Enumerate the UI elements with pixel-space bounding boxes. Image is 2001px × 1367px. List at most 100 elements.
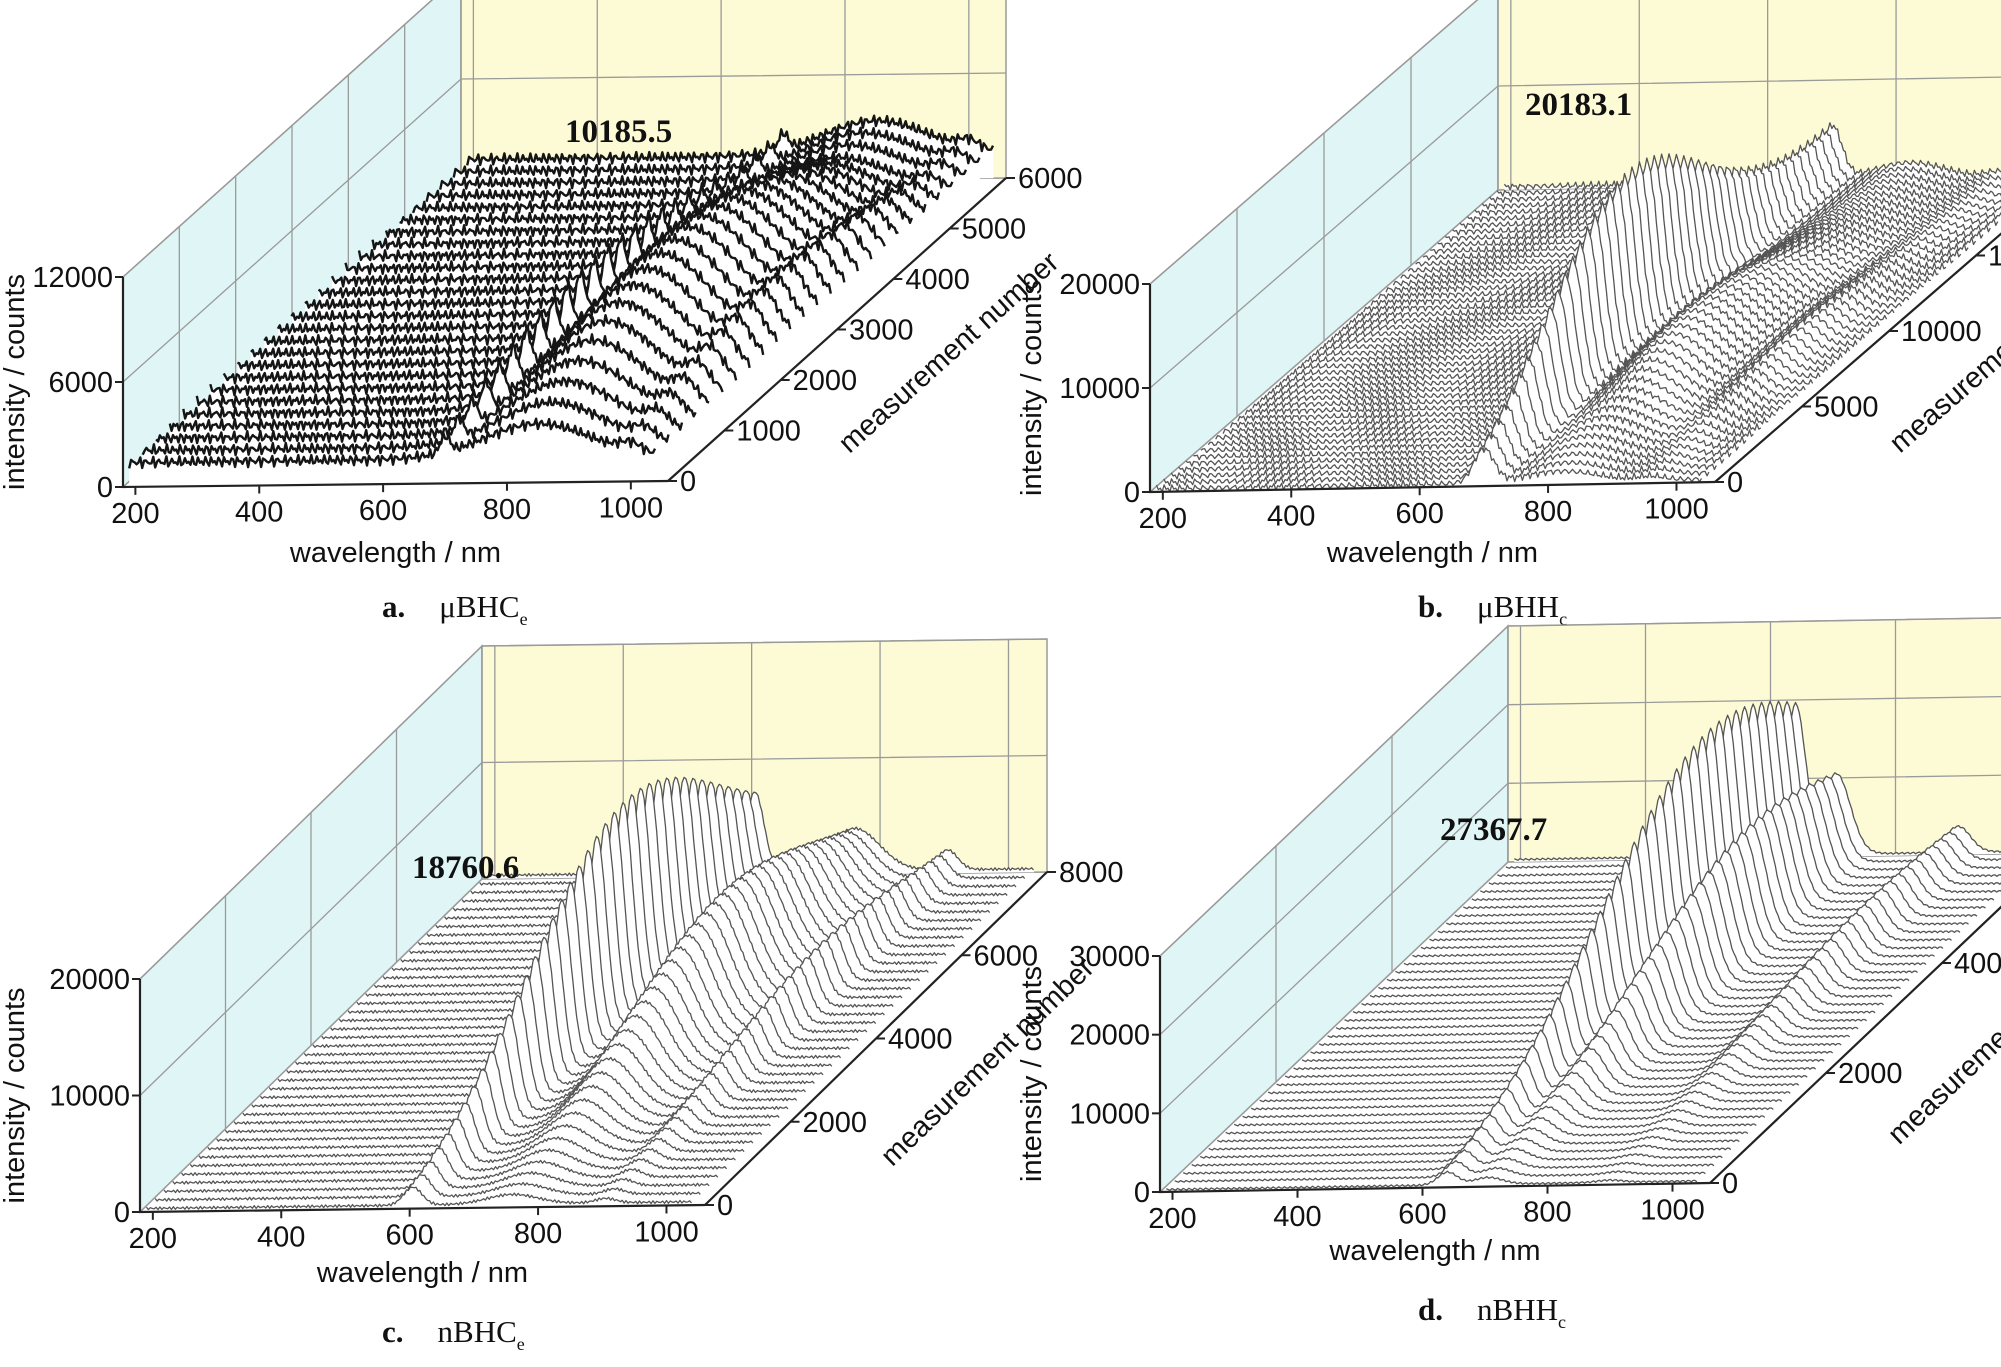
trace-29 bbox=[391, 779, 938, 972]
trace-fill-13 bbox=[251, 995, 798, 1110]
trace-7 bbox=[209, 296, 738, 397]
trace-3 bbox=[1170, 418, 1717, 480]
x-tick-label-1: 400 bbox=[1273, 1201, 1321, 1233]
x-tick-label-0: 200 bbox=[129, 1223, 177, 1255]
trace-fill-12 bbox=[242, 1014, 789, 1118]
y-axis-label: intensity / counts bbox=[0, 274, 31, 490]
trace-fill-10 bbox=[225, 1051, 772, 1136]
trace-1 bbox=[1155, 446, 1703, 493]
z-tick-label-3: 15000 bbox=[1988, 241, 2001, 273]
trace-fill-1 bbox=[1166, 1171, 1698, 1192]
y-tick-label-2: 12000 bbox=[32, 262, 113, 294]
z-tick-label-1: 5000 bbox=[1814, 392, 1879, 424]
spectra-panel-3: 200 400 600 800 1000010000200000200040006000… bbox=[0, 638, 1124, 1354]
z-tick-label-4: 8000 bbox=[1059, 857, 1124, 889]
caption-subscript: c bbox=[1559, 609, 1567, 629]
trace-fill-19 bbox=[304, 882, 850, 1059]
trace-15 bbox=[268, 956, 815, 1091]
y-axis-label: intensity / counts bbox=[0, 988, 31, 1204]
trace-21 bbox=[321, 849, 868, 1040]
trace-12 bbox=[242, 1013, 789, 1117]
trace-fill-2 bbox=[155, 1175, 701, 1204]
trace-38 bbox=[470, 788, 1017, 895]
z-tick-label-0: 0 bbox=[1727, 467, 1743, 499]
trace-34 bbox=[435, 779, 982, 929]
z-tick-label-3: 6000 bbox=[974, 940, 1039, 972]
x-tick-label-4: 1000 bbox=[599, 492, 664, 524]
trace-24 bbox=[439, 138, 968, 191]
trace-13 bbox=[251, 994, 798, 1108]
trace-8 bbox=[207, 1086, 754, 1151]
caption-subscript: c bbox=[1558, 1312, 1566, 1332]
trace-28 bbox=[382, 782, 929, 980]
trace-23 bbox=[338, 823, 885, 1023]
trace-2 bbox=[141, 395, 670, 457]
y-tick-label-1: 6000 bbox=[48, 367, 113, 399]
trace-4 bbox=[1178, 403, 1725, 474]
trace-8 bbox=[222, 280, 751, 385]
z-tick-label-0: 0 bbox=[680, 466, 696, 498]
x-tick-label-3: 800 bbox=[514, 1218, 562, 1250]
x-tick-label-0: 200 bbox=[1139, 503, 1187, 535]
x-tick-label-4: 1000 bbox=[634, 1216, 699, 1248]
trace-fill-39 bbox=[479, 790, 1026, 888]
x-tick-label-3: 800 bbox=[1523, 1197, 1571, 1229]
trace-fill-9 bbox=[216, 1069, 763, 1144]
z-axis-label: measurement number bbox=[875, 951, 1101, 1172]
z-tick-label-1: 2000 bbox=[1838, 1058, 1903, 1090]
z-axis bbox=[1709, 905, 2001, 1184]
z-tick-label-3: 3000 bbox=[849, 315, 914, 347]
trace-35 bbox=[444, 781, 991, 920]
trace-fill-33 bbox=[427, 778, 973, 939]
caption-main: nBHC bbox=[438, 1314, 517, 1349]
trace-2 bbox=[154, 1174, 701, 1202]
y-tick-label-1: 10000 bbox=[1059, 373, 1140, 405]
y-tick-label-1: 10000 bbox=[1069, 1098, 1150, 1130]
trace-fill-36 bbox=[453, 784, 1000, 914]
x-tick-label-2: 600 bbox=[1395, 498, 1443, 530]
trace-26 bbox=[365, 794, 912, 997]
z-tick-label-1: 1000 bbox=[736, 416, 801, 448]
x-axis-label: wavelength / nm bbox=[316, 1257, 528, 1289]
trace-fill-1 bbox=[129, 418, 656, 487]
trace-fill-20 bbox=[313, 866, 859, 1050]
trace-14 bbox=[259, 975, 806, 1100]
trace-fill-18 bbox=[295, 900, 842, 1067]
trace-5 bbox=[180, 1133, 728, 1177]
trace-7 bbox=[198, 1102, 745, 1160]
caption-main: μBHH bbox=[1477, 589, 1559, 624]
trace-fill-3 bbox=[164, 1162, 710, 1195]
panel-caption: b. μBHHc bbox=[1418, 589, 1567, 629]
trace-27 bbox=[373, 787, 920, 989]
panel-letter: a. bbox=[382, 589, 405, 624]
trace-11 bbox=[233, 1032, 780, 1125]
trace-7 bbox=[1200, 356, 1747, 454]
peak-value-label: 20183.1 bbox=[1525, 87, 1632, 123]
trace-1 bbox=[1166, 1170, 1698, 1191]
trace-5 bbox=[1185, 387, 1732, 467]
spectra-panel-4: 200 400 600 800 1000010000200003000002000400… bbox=[1016, 617, 2001, 1332]
spectra-panel-2: 2004006008001000010000200000500010000150… bbox=[1016, 0, 2001, 629]
trace-26 bbox=[466, 114, 995, 167]
z-tick-label-6: 6000 bbox=[1018, 163, 1083, 195]
x-tick-label-1: 400 bbox=[235, 497, 283, 529]
trace-5 bbox=[182, 333, 710, 420]
panel-caption: d. nBHHc bbox=[1418, 1292, 1566, 1332]
trace-fill-39 bbox=[1488, 701, 2001, 886]
x-tick-label-4: 1000 bbox=[1640, 1195, 1705, 1227]
z-tick-label-5: 5000 bbox=[962, 214, 1027, 246]
x-axis-label: wavelength / nm bbox=[289, 537, 501, 569]
z-tick-label-4: 4000 bbox=[905, 264, 970, 296]
trace-25 bbox=[452, 126, 981, 179]
trace-fill-23 bbox=[339, 823, 886, 1025]
trace-6 bbox=[1193, 371, 1740, 461]
trace-18 bbox=[294, 899, 842, 1066]
trace-fill-31 bbox=[409, 777, 956, 956]
trace-17 bbox=[286, 917, 833, 1074]
x-tick-label-3: 800 bbox=[483, 494, 531, 526]
trace-8 bbox=[1207, 339, 1754, 447]
spectra-panel-1: 200 400 600 800 1000 0 6000 12000 0 1000 2000 3000 4… bbox=[0, 0, 1083, 629]
trace-9 bbox=[1215, 323, 1762, 441]
trace-4 bbox=[168, 354, 697, 433]
